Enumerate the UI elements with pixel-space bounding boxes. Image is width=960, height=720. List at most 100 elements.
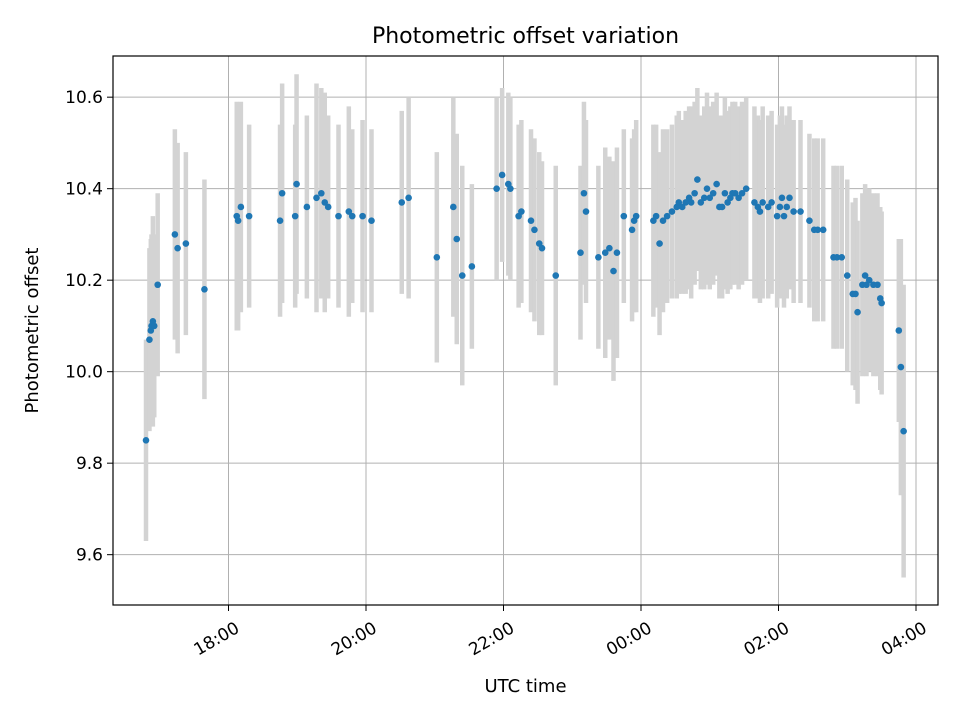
- x-tick-label: 22:00: [466, 618, 518, 660]
- data-point: [595, 253, 602, 261]
- data-point: [865, 276, 873, 284]
- data-point: [527, 217, 535, 224]
- data-point: [278, 189, 286, 197]
- data-point: [854, 308, 861, 316]
- data-point: [245, 212, 253, 220]
- data-point: [518, 208, 525, 215]
- data-point: [632, 212, 640, 220]
- data-point: [675, 199, 683, 206]
- data-point: [433, 253, 441, 261]
- data-point: [150, 322, 158, 330]
- data-point: [601, 249, 609, 257]
- data-point: [897, 363, 905, 371]
- x-tick-label: 04:00: [878, 618, 930, 660]
- data-point: [838, 253, 846, 261]
- data-point: [843, 272, 851, 279]
- data-point: [751, 199, 758, 206]
- data-point: [507, 185, 514, 192]
- data-point: [797, 208, 804, 215]
- data-point: [713, 180, 720, 188]
- data-point: [652, 212, 660, 220]
- data-point: [531, 226, 538, 234]
- data-point: [819, 226, 827, 234]
- data-point: [318, 189, 325, 197]
- data-point: [756, 208, 764, 215]
- y-tick-label: 10.6: [65, 88, 103, 108]
- data-point: [694, 176, 701, 183]
- data-point: [833, 253, 841, 261]
- data-point: [450, 203, 457, 211]
- data-point: [814, 226, 821, 234]
- point-layer: [142, 171, 907, 444]
- data-point: [174, 244, 181, 252]
- data-point: [468, 263, 476, 270]
- data-point: [552, 272, 560, 279]
- data-point: [142, 437, 150, 444]
- data-point: [276, 217, 284, 224]
- data-point: [303, 203, 311, 211]
- data-point: [691, 189, 698, 197]
- x-tick-label: 20:00: [328, 618, 380, 660]
- data-point: [335, 212, 342, 220]
- chart-title: Photometric offset variation: [372, 24, 679, 49]
- data-point: [293, 180, 300, 188]
- data-point: [783, 203, 791, 211]
- data-point: [861, 272, 869, 279]
- data-point: [718, 203, 726, 211]
- data-point: [786, 194, 793, 202]
- data-point: [538, 244, 546, 252]
- data-point: [656, 240, 663, 247]
- data-point: [237, 203, 245, 211]
- y-tick-label: 9.8: [76, 454, 103, 474]
- data-point: [620, 212, 628, 220]
- data-point: [458, 272, 466, 279]
- data-point: [348, 212, 356, 220]
- data-point: [768, 199, 775, 206]
- data-point: [171, 231, 179, 238]
- data-point: [700, 194, 708, 202]
- data-point: [806, 217, 813, 224]
- data-point: [738, 189, 746, 197]
- data-point: [759, 199, 766, 206]
- data-point: [852, 290, 859, 298]
- errorbar-layer: [143, 74, 906, 578]
- data-point: [668, 208, 676, 215]
- data-point: [582, 208, 590, 215]
- data-point: [663, 212, 671, 220]
- data-point: [493, 185, 500, 192]
- data-point: [324, 203, 332, 211]
- data-point: [678, 203, 686, 211]
- data-point: [703, 185, 711, 192]
- data-point: [780, 212, 788, 220]
- data-point: [146, 336, 153, 343]
- data-point: [154, 281, 161, 289]
- data-point: [291, 212, 299, 220]
- data-point: [773, 212, 781, 220]
- x-axis-label: UTC time: [484, 676, 566, 697]
- data-point: [764, 203, 772, 211]
- x-tick-label: 00:00: [603, 618, 655, 660]
- data-point: [878, 299, 885, 307]
- data-point: [709, 189, 717, 197]
- data-point: [368, 217, 375, 224]
- data-point: [628, 226, 636, 234]
- data-point: [900, 427, 907, 435]
- data-point: [498, 171, 506, 179]
- x-tick-label: 18:00: [191, 618, 243, 660]
- y-tick-label: 10.2: [65, 271, 103, 291]
- data-point: [405, 194, 412, 202]
- y-tick-label: 10.4: [65, 180, 103, 200]
- data-point: [731, 189, 739, 197]
- data-point: [659, 217, 667, 224]
- data-point: [182, 240, 190, 247]
- x-tick-label: 02:00: [741, 618, 793, 660]
- data-point: [735, 194, 742, 202]
- data-point: [874, 281, 881, 289]
- data-point: [706, 194, 714, 202]
- y-tick-label: 10.0: [65, 363, 103, 383]
- data-point: [606, 244, 613, 252]
- y-axis-label: Photometric offset: [22, 248, 43, 414]
- data-point: [321, 199, 329, 206]
- data-point: [398, 199, 406, 206]
